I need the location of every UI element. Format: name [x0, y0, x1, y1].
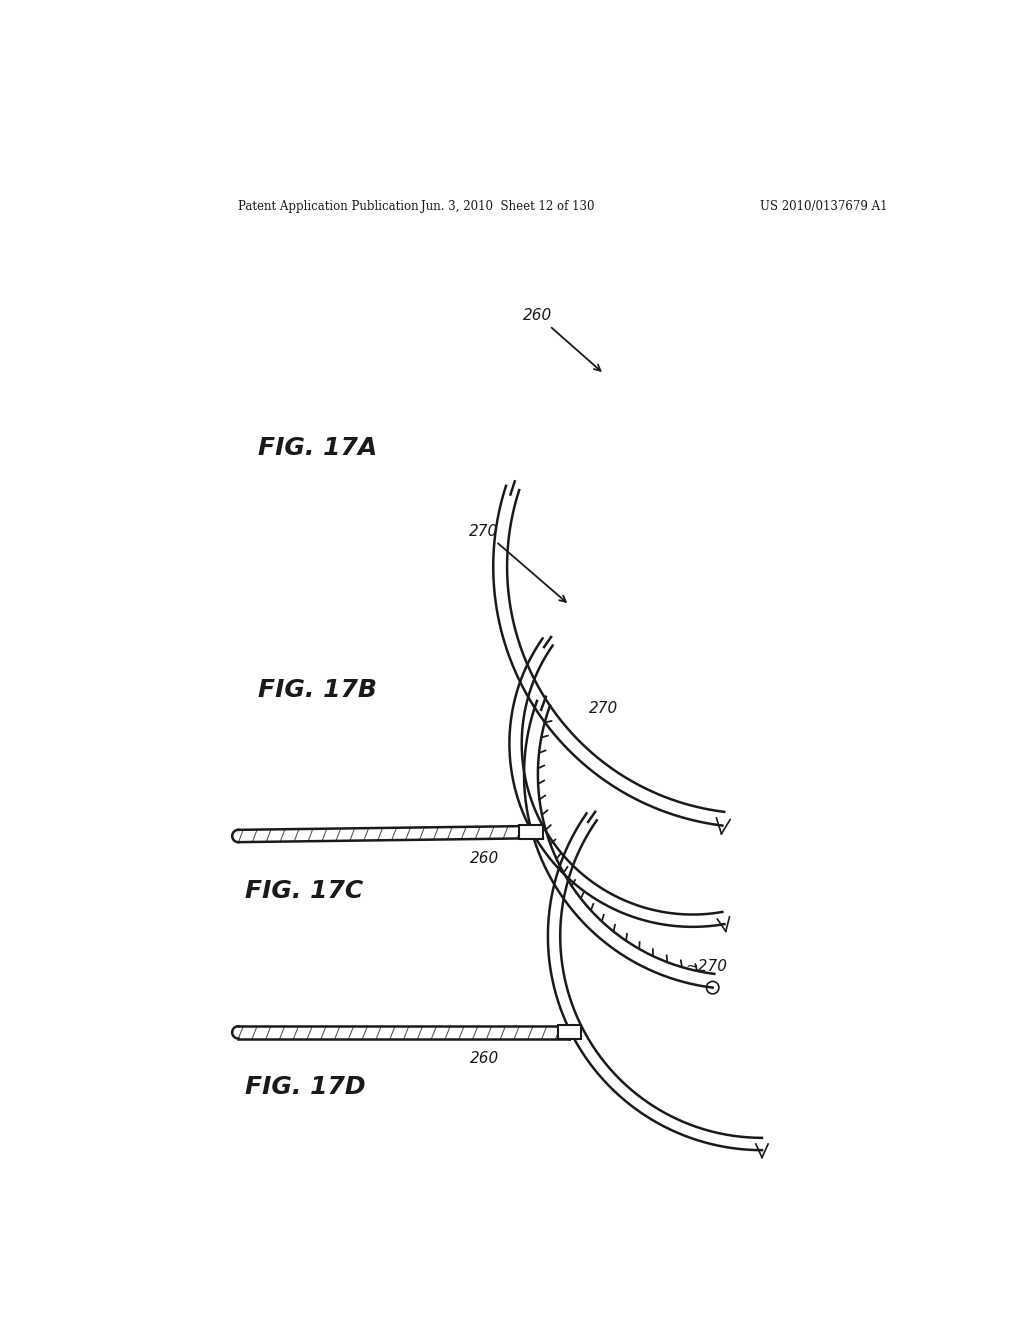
Text: 270: 270	[469, 524, 566, 602]
Text: FIG. 17A: FIG. 17A	[258, 436, 377, 459]
Bar	[519, 825, 543, 840]
Text: Patent Application Publication: Patent Application Publication	[239, 199, 419, 213]
Text: FIG. 17B: FIG. 17B	[258, 678, 377, 702]
Bar	[558, 1026, 581, 1039]
Text: 260: 260	[470, 851, 500, 866]
Text: FIG. 17C: FIG. 17C	[245, 879, 362, 903]
Text: 260: 260	[523, 308, 600, 371]
Text: Jun. 3, 2010  Sheet 12 of 130: Jun. 3, 2010 Sheet 12 of 130	[421, 199, 595, 213]
Text: US 2010/0137679 A1: US 2010/0137679 A1	[760, 199, 888, 213]
Text: ~270: ~270	[685, 958, 727, 974]
Text: 270: 270	[589, 701, 617, 715]
Text: FIG. 17D: FIG. 17D	[245, 1074, 366, 1100]
Text: 260: 260	[470, 1051, 500, 1067]
